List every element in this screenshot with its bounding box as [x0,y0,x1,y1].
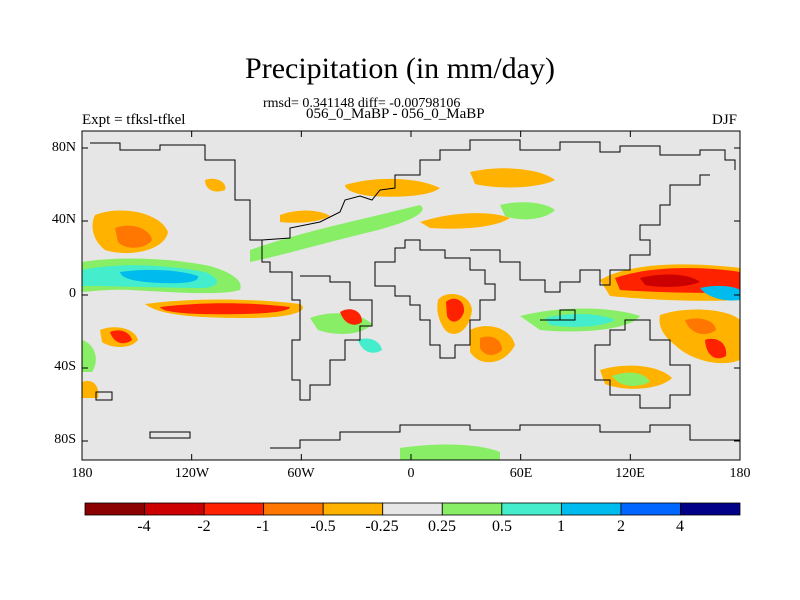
colorbar-swatch [144,502,205,516]
stats-line: rmsd= 0.341148 diff= -0.00798106 [263,96,461,111]
anomaly-blob [115,225,152,248]
coastline [374,239,496,359]
colorbar-swatch [501,502,562,516]
colorbar-label: -0.5 [310,518,336,535]
coastline [95,391,113,401]
lon-tick-label: 0 [407,466,415,481]
lon-tick-label: 180 [71,466,93,481]
colorbar-label: -0.25 [365,518,399,535]
coastlines [90,139,740,449]
lon-tick-label: 120W [174,466,210,481]
colorbar-label: 2 [617,518,625,535]
lon-tick-label: 60E [509,466,533,481]
colorbar-swatch [560,502,622,516]
colorbar [84,502,741,516]
anomaly-blob [700,285,740,301]
anomaly-blob [420,213,510,229]
lon-tick-label: 120E [615,466,645,481]
anomaly-blob [160,303,290,315]
anomaly-blob [340,309,362,325]
anomaly-blob [500,202,555,220]
precipitation-anomaly-field [82,168,740,460]
subtitle: 056_0_MaBP - 056_0_MaBP [306,106,485,122]
anomaly-blob [205,178,226,192]
colorbar-swatch [84,502,145,516]
colorbar-label: 0.5 [492,518,512,535]
anomaly-blob [705,338,727,359]
coastline [470,174,710,293]
colorbar-label: 0.25 [428,518,456,535]
lat-tick-label: 80S [54,432,76,447]
lon-tick-label: 60W [287,466,315,481]
colorbar-swatch [322,502,384,516]
anomaly-blob [345,178,440,197]
experiment-label: Expt = tfksl-tfkel [82,112,186,128]
colorbar-label: -2 [197,518,211,535]
lat-tick-label: 80N [51,140,76,155]
coastline [594,319,691,409]
anomaly-blob [545,314,615,327]
season-label: DJF [712,112,738,128]
colorbar-label: 4 [676,518,684,535]
lat-tick-label: 40N [51,212,76,227]
coastline [149,431,191,439]
colorbar-label: 1 [557,518,565,535]
colorbar-swatch [382,502,443,516]
colorbar-swatch [263,502,324,516]
anomaly-blob [358,338,382,353]
anomaly-blob [280,210,330,223]
lon-tick-label: 180 [729,466,751,481]
coastline [90,142,373,401]
colorbar-swatch [203,502,265,516]
colorbar-swatch [620,502,681,516]
plot-title: Precipitation (in mm/day) [245,52,555,85]
anomaly-blob [82,380,99,398]
coastline [540,309,576,321]
anomaly-blob [400,444,500,460]
lat-tick-label: 0 [69,286,76,301]
anomaly-blob [250,205,423,262]
axis-ticks [81,131,741,460]
anomaly-blob [120,269,199,284]
anomaly-blob [82,340,96,372]
lat-tick-label: 40S [54,359,76,374]
anomaly-blob [640,274,700,287]
colorbar-label: -1 [256,518,270,535]
anomaly-blob [110,330,132,344]
colorbar-label: -4 [137,518,151,535]
anomaly-blob [480,336,502,356]
anomaly-blob [470,168,555,188]
coastline [261,139,736,241]
colorbar-swatch [441,502,503,516]
coastline [270,424,740,449]
anomaly-blob [446,298,465,322]
anomaly-blob [685,318,716,335]
colorbar-swatch [680,502,741,516]
anomaly-blob [612,372,650,386]
